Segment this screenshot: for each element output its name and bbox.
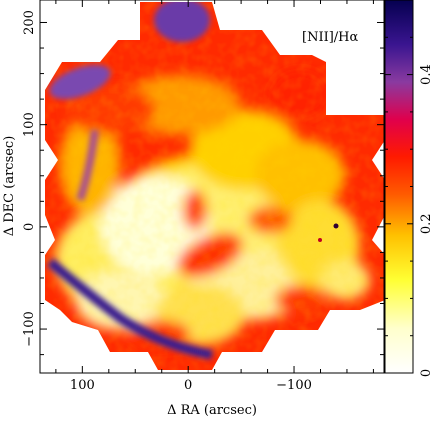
map-annotation: [NII]/Hα xyxy=(302,30,359,45)
colorbar-tick-label: 0.4 xyxy=(419,64,434,85)
y-tick-label: −100 xyxy=(22,311,37,347)
y-tick-label: 0 xyxy=(22,223,37,231)
x-axis-title: Δ RA (arcsec) xyxy=(167,403,257,418)
colorbar: 0 0.2 0.4 xyxy=(384,0,434,377)
plot-frame xyxy=(39,0,385,374)
x-tick-label: 100 xyxy=(70,378,95,393)
colorbar-tick-label: 0.2 xyxy=(419,213,434,234)
x-tick-label: 0 xyxy=(184,378,192,393)
y-axis-ticks: 200 100 0 −100 xyxy=(22,10,384,356)
x-tick-label: −100 xyxy=(276,378,312,393)
colorbar-ticks: 0 0.2 0.4 xyxy=(385,0,434,377)
ratio-map xyxy=(45,2,385,370)
plot-area: 100 0 −100 200 100 0 −100 xyxy=(22,0,385,393)
colorbar-tick-label: 0 xyxy=(419,369,434,377)
y-tick-label: 100 xyxy=(22,112,37,137)
x-axis-ticks: 100 0 −100 xyxy=(55,0,374,393)
map-texture xyxy=(45,2,385,370)
y-axis-title: Δ DEC (arcsec) xyxy=(2,136,17,237)
colorbar-scale xyxy=(384,0,414,374)
y-tick-label: 200 xyxy=(22,10,37,35)
